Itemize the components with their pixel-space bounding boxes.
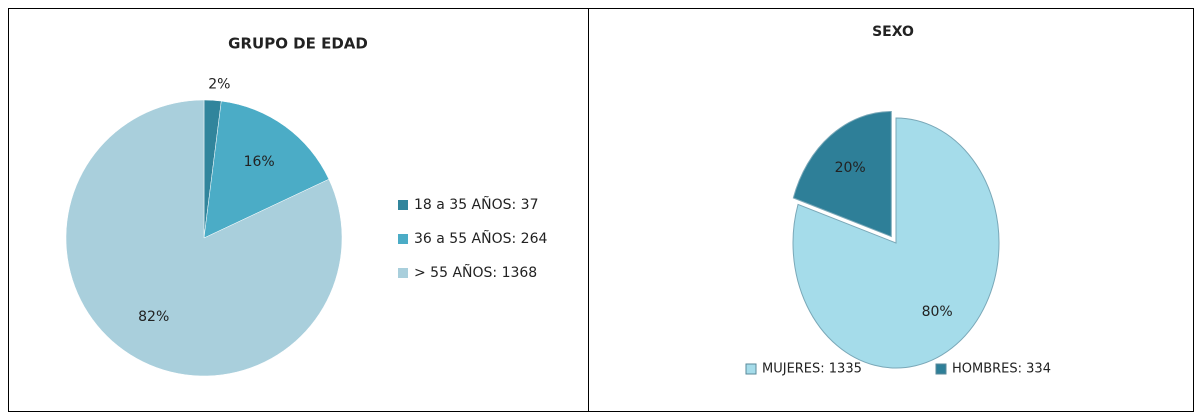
legend-label: 36 a 55 AÑOS: 264 (414, 230, 547, 247)
data-label: 20% (835, 160, 866, 176)
pie-slice (65, 99, 343, 377)
legend-swatch (745, 363, 757, 375)
data-label: 16% (244, 154, 275, 170)
legend-label: MUJERES: 1335 (762, 362, 862, 377)
legend-swatch (398, 268, 408, 278)
legend-swatch (935, 363, 947, 375)
pie-slice (792, 111, 892, 238)
legend-swatch (398, 234, 408, 244)
chart-title: SEXO (872, 24, 914, 40)
pie-slice (792, 117, 1000, 369)
data-label: 80% (922, 304, 953, 320)
legend-swatch (398, 200, 408, 210)
legend-label: > 55 AÑOS: 1368 (414, 264, 537, 281)
data-label: 82% (138, 309, 169, 325)
frame (8, 8, 1194, 412)
legend-label: HOMBRES: 334 (952, 362, 1051, 377)
pie-slice (203, 100, 330, 239)
legend-label: 18 a 35 AÑOS: 37 (414, 196, 539, 213)
data-label: 2% (208, 76, 230, 92)
chart-title: GRUPO DE EDAD (228, 35, 368, 53)
